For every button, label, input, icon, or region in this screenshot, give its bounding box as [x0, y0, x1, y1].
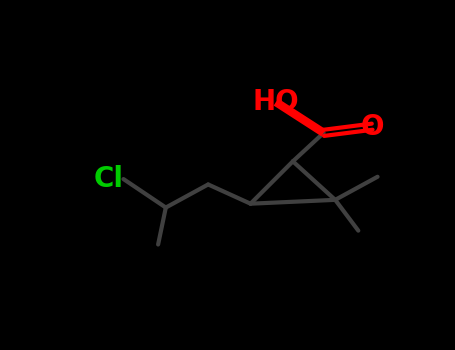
Text: Cl: Cl — [93, 165, 123, 193]
Text: O: O — [360, 113, 384, 141]
Text: HO: HO — [253, 88, 299, 116]
